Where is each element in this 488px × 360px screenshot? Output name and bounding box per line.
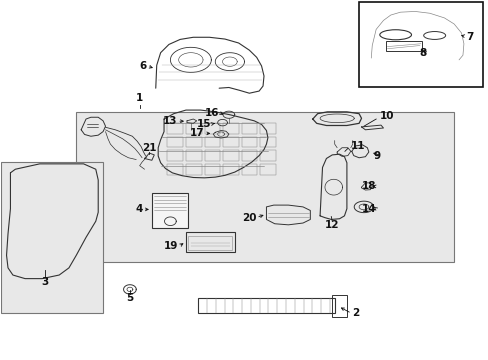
Bar: [185, 123, 201, 134]
Bar: [185, 232, 234, 252]
Bar: [204, 136, 220, 147]
Bar: [198, 298, 334, 314]
Bar: [76, 112, 453, 262]
Bar: [260, 123, 275, 134]
Bar: [260, 164, 275, 175]
Bar: [385, 41, 422, 51]
Text: 11: 11: [350, 141, 365, 151]
Text: 12: 12: [325, 220, 339, 230]
Text: 9: 9: [373, 150, 380, 161]
Bar: [241, 136, 257, 147]
Bar: [204, 150, 220, 161]
Bar: [331, 295, 346, 317]
Text: 18: 18: [361, 181, 375, 192]
Text: 2: 2: [351, 309, 358, 318]
Bar: [188, 235, 232, 250]
Bar: [241, 123, 257, 134]
Bar: [185, 164, 201, 175]
Text: 16: 16: [204, 108, 219, 118]
Bar: [167, 150, 183, 161]
Text: 6: 6: [140, 61, 147, 71]
Bar: [241, 150, 257, 161]
Bar: [167, 123, 183, 134]
Text: 5: 5: [126, 293, 133, 303]
Text: 8: 8: [419, 48, 426, 58]
Text: 7: 7: [466, 32, 473, 41]
Bar: [223, 164, 238, 175]
Bar: [358, 3, 483, 87]
Bar: [223, 136, 238, 147]
Text: 4: 4: [136, 204, 143, 215]
Text: 14: 14: [361, 204, 375, 214]
Bar: [223, 123, 238, 134]
Bar: [185, 150, 201, 161]
Bar: [260, 150, 275, 161]
Bar: [152, 193, 188, 228]
Bar: [167, 164, 183, 175]
Text: 3: 3: [41, 277, 48, 287]
Text: 10: 10: [379, 111, 394, 121]
Text: 17: 17: [189, 129, 204, 138]
Text: 13: 13: [163, 116, 177, 126]
Text: 1: 1: [136, 93, 143, 103]
Bar: [185, 136, 201, 147]
Bar: [260, 136, 275, 147]
Bar: [204, 123, 220, 134]
Bar: [0, 162, 103, 313]
Bar: [223, 150, 238, 161]
Text: 21: 21: [142, 143, 156, 153]
Text: 20: 20: [241, 213, 256, 222]
Bar: [241, 164, 257, 175]
Bar: [204, 164, 220, 175]
Bar: [167, 136, 183, 147]
Text: 19: 19: [164, 241, 178, 251]
Text: 15: 15: [197, 119, 211, 129]
